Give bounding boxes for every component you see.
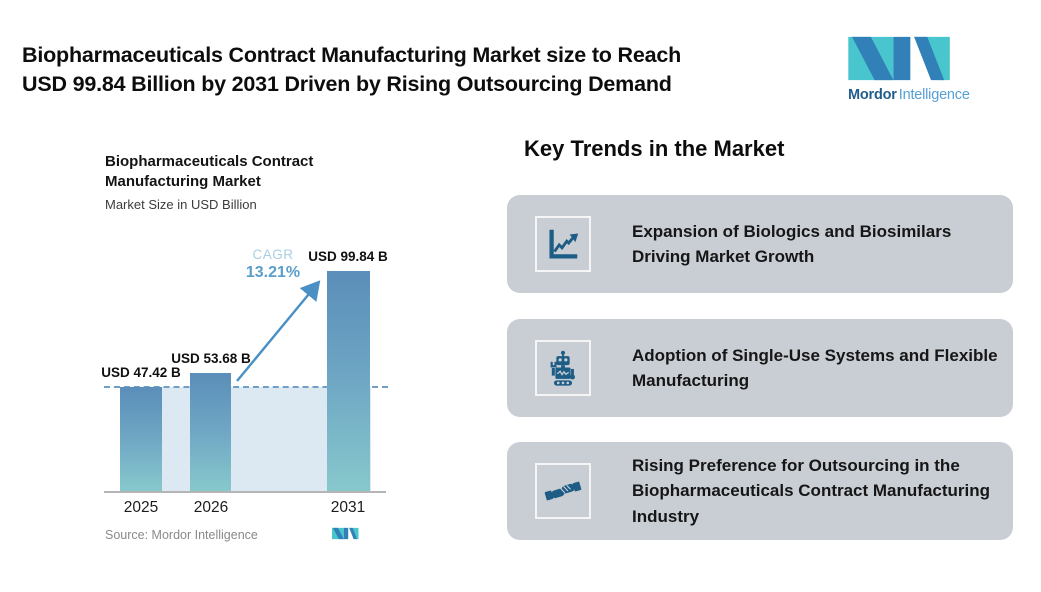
cagr-label: CAGR [252,247,294,262]
line-chart-icon [535,216,591,272]
trend-card-text: Adoption of Single-Use Systems and Flexi… [632,345,998,391]
value-label-2026: USD 53.68 B [171,351,251,366]
x-axis-line [104,491,386,493]
chart-title: Biopharmaceuticals Contract Manufacturin… [105,153,314,190]
value-label-2031: USD 99.84 B [308,249,388,264]
chart-subtitle: Market Size in USD Billion [105,197,257,212]
source-text: Source: Mordor Intelligence [105,528,258,542]
mini-mordor-logo-icon [332,527,359,540]
cagr-annotation: CAGR 13.21% [228,247,318,282]
key-trends-heading: Key Trends in the Market [524,136,785,161]
robot-icon [535,340,591,396]
x-tick-2031: 2031 [330,499,366,516]
trend-card-single-use: Adoption of Single-Use Systems and Flexi… [507,319,1013,417]
brand-logo: Mordor Intelligence [848,35,970,103]
page-title-line2: USD 99.84 Billion by 2031 Driven by Risi… [22,72,672,96]
brand-word-intelligence: Intelligence [898,87,970,103]
trend-card-text: Rising Preference for Outsourcing in the… [632,455,991,526]
dashed-reference-line [104,386,388,388]
bar-2031 [327,271,370,491]
trend-card-text: Expansion of Biologics and Biosimilars D… [632,221,952,267]
page-title-line1: Biopharmaceuticals Contract Manufacturin… [22,43,682,67]
cagr-value: 13.21% [245,264,301,281]
trend-card-outsourcing: Rising Preference for Outsourcing in the… [507,442,1013,540]
value-label-2025: USD 47.42 B [101,365,181,380]
handshake-icon [535,463,591,519]
x-tick-2026: 2026 [193,499,229,516]
x-tick-2025: 2025 [123,499,159,516]
trend-card-biologics: Expansion of Biologics and Biosimilars D… [507,195,1013,293]
mordor-logo-icon [848,36,950,81]
brand-wordmark: Mordor Intelligence [848,87,970,103]
brand-word-mordor: Mordor [848,87,897,103]
bar-2026 [190,373,231,491]
bar-2025 [120,387,162,491]
page-title: Biopharmaceuticals Contract Manufacturin… [22,41,681,99]
